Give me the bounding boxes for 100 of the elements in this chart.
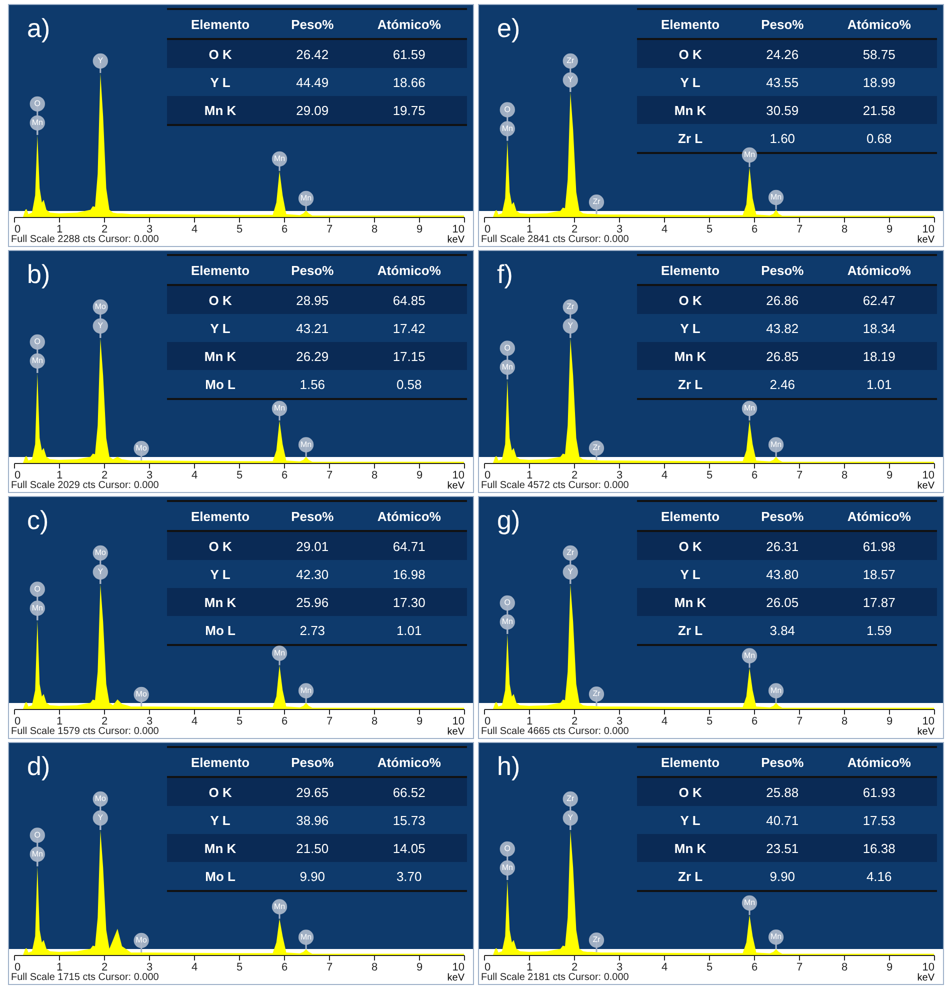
x-tick-label: 0 [14,962,21,974]
annotation: O [504,343,511,352]
chart-title: b) [27,259,50,290]
data-label: 29.65 [274,777,352,806]
annotation: Mn [502,863,513,872]
text: Elemento [637,9,744,39]
x-tick-label: 10 [922,224,934,236]
text: Elemento [637,501,744,531]
annotation: Zr [566,56,575,65]
x-tick-label: 4 [661,224,668,236]
annotation: Mn [770,440,782,449]
annotation: Mo [94,548,106,557]
x-tick-label: 9 [416,224,423,236]
category-label: Mn K [637,342,744,370]
annotation: Y [98,567,104,576]
series-label: Peso% [274,255,352,285]
x-tick-label: 1 [56,716,63,728]
x-axis-title: keV [447,234,465,246]
x-tick-label: 5 [706,716,713,728]
x-tick-label: 6 [751,716,758,728]
series-label: Peso% [744,9,822,39]
x-tick-label: 0 [484,224,491,236]
annotation: Zr [566,302,575,311]
annotation: O [34,337,41,346]
data-label: 24.26 [744,39,822,68]
annotation: Mn [502,617,513,626]
data-label: 61.93 [821,777,937,806]
x-axis-title: keV [447,726,465,738]
x-tick-label: 8 [371,716,378,728]
series-label: Atómico% [821,501,937,531]
data-label: 42.30 [295,566,330,584]
data-label: 2.73 [274,616,352,645]
x-tick-label: 5 [706,470,713,482]
data-label: 0.58 [351,370,467,399]
data-label: 25.96 [274,588,352,616]
x-tick-label: 6 [751,224,758,236]
annotation: Y [98,56,104,65]
annotation: Mn [744,898,756,907]
series-label: Atómico% [351,9,467,39]
x-tick-label: 2 [101,716,108,728]
data-label: 26.05 [744,588,822,616]
data-label: 26.31 [744,531,822,560]
data-label: 1.59 [821,616,937,645]
x-axis-title: keV [917,480,935,492]
annotation: Zr [592,689,601,698]
series-label: Peso% [744,501,822,531]
x-tick-label: 3 [616,716,623,728]
text: Elemento [167,255,274,285]
category-label: O K [167,285,274,314]
data-label: 0.68 [821,124,937,153]
x-tick-label: 4 [191,470,198,482]
x-tick-label: 9 [416,716,423,728]
category-label: Mo L [167,370,274,399]
x-tick-label: 10 [452,962,464,974]
category-label: Mn K [637,834,744,862]
data-label: 61.59 [351,39,467,68]
x-tick-label: 3 [146,224,153,236]
x-tick-label: 7 [796,962,803,974]
x-tick-label: 2 [101,962,108,974]
category-label: Y L [679,812,702,830]
data-label: 18.66 [392,74,426,92]
x-tick-label: 7 [796,716,803,728]
x-tick-label: 7 [796,224,803,236]
x-axis-title: keV [917,234,935,246]
annotation: Mn [32,118,43,127]
category-label: Y L [679,566,702,584]
chart-title: d) [27,751,50,782]
x-tick-label: 1 [526,716,533,728]
x-tick-label: 7 [326,716,333,728]
data-label: 4.16 [821,862,937,891]
x-tick-label: 10 [922,716,934,728]
category-label: O K [637,39,744,68]
x-tick-label: 1 [56,470,63,482]
data-label: 9.90 [274,862,352,891]
x-tick-label: 4 [661,470,668,482]
annotation: Mo [94,302,106,311]
annotation: Mn [744,150,756,159]
category-label: Mn K [637,588,744,616]
x-tick-label: 6 [281,962,288,974]
x-tick-label: 1 [56,962,63,974]
text: Full Scale 4572 cts Cursor: 0.000 [481,480,629,491]
data-label: 18.19 [821,342,937,370]
category-label: Zr L [637,124,744,153]
x-tick-label: 3 [616,470,623,482]
category-label: Mo L [167,616,274,645]
annotation: Y [568,567,574,576]
x-tick-label: 8 [841,224,848,236]
series-label: Peso% [274,501,352,531]
x-tick-label: 2 [571,716,578,728]
chart-title: g) [497,505,520,536]
x-tick-label: 2 [101,470,108,482]
x-tick-label: 0 [484,470,491,482]
data-label: 1.56 [274,370,352,399]
x-tick-label: 5 [706,224,713,236]
data-label: 18.99 [862,74,896,92]
data-label: 18.57 [862,566,896,584]
data-label: 26.29 [274,342,352,370]
x-tick-label: 10 [452,224,464,236]
data-label: 14.05 [351,834,467,862]
category-label: O K [637,777,744,806]
